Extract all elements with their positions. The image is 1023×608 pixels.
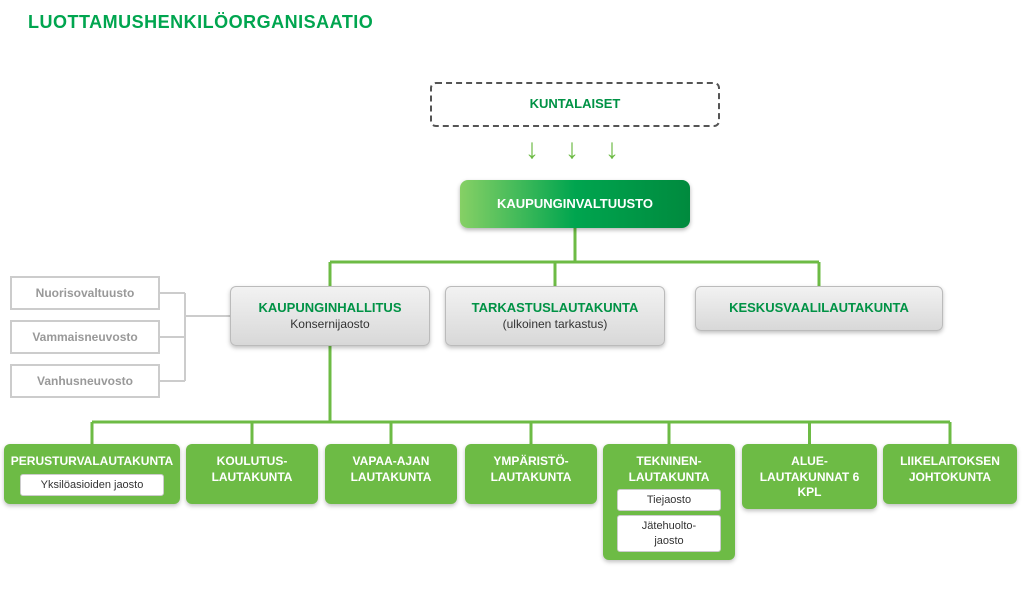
bottom-box: YMPÄRISTÖ-LAUTAKUNTA [465, 444, 597, 504]
vaali-title: KESKUSVAALILAUTAKUNTA [729, 300, 909, 317]
tarkastus-sub: (ulkoinen tarkastus) [503, 317, 608, 333]
side-box-nuorisovaltuusto: Nuorisovaltuusto [10, 276, 160, 310]
kuntalaiset-label: KUNTALAISET [530, 96, 621, 113]
bottom-box-line: LAUTAKUNTA [212, 470, 293, 486]
page-title: LUOTTAMUSHENKILÖORGANISAATIO [28, 12, 373, 33]
node-hallitus: KAUPUNGINHALLITUS Konsernijaosto [230, 286, 430, 346]
side-label: Vammaisneuvosto [32, 330, 137, 344]
node-kuntalaiset: KUNTALAISET [430, 82, 720, 127]
bottom-sub: Jätehuolto- jaosto [617, 515, 721, 552]
arrow-down-icon: ↓ [525, 133, 539, 165]
side-label: Nuorisovaltuusto [36, 286, 135, 300]
bottom-box-line: YMPÄRISTÖ- [493, 454, 568, 470]
bottom-box: LIIKELAITOKSENJOHTOKUNTA [883, 444, 1017, 504]
bottom-box-line: PERUSTURVALAUTAKUNTA [11, 454, 173, 470]
bottom-box-line: TEKNINEN- [636, 454, 701, 470]
side-box-vammaisneuvosto: Vammaisneuvosto [10, 320, 160, 354]
node-vaali: KESKUSVAALILAUTAKUNTA [695, 286, 943, 331]
side-label: Vanhusneuvosto [37, 374, 133, 388]
bottom-box: ALUE-LAUTAKUNNAT 6 KPL [742, 444, 877, 509]
bottom-box-line: JOHTOKUNTA [909, 470, 991, 486]
bottom-box-line: LAUTAKUNTA [491, 470, 572, 486]
bottom-box: KOULUTUS-LAUTAKUNTA [186, 444, 318, 504]
bottom-box-line: LAUTAKUNTA [629, 470, 710, 486]
bottom-box-line: KOULUTUS- [217, 454, 288, 470]
bottom-box-line: ALUE- [791, 454, 828, 470]
arrow-down-icon: ↓ [605, 133, 619, 165]
side-box-vanhusneuvosto: Vanhusneuvosto [10, 364, 160, 398]
hallitus-title: KAUPUNGINHALLITUS [259, 300, 402, 317]
bottom-box-line: LAUTAKUNTA [351, 470, 432, 486]
bottom-box: TEKNINEN-LAUTAKUNTA Tiejaosto Jätehuolto- … [603, 444, 735, 560]
hallitus-sub: Konsernijaosto [290, 317, 369, 333]
bottom-box: PERUSTURVALAUTAKUNTA Yksilöasioiden jaost… [4, 444, 180, 504]
node-tarkastus: TARKASTUSLAUTAKUNTA (ulkoinen tarkastus) [445, 286, 665, 346]
tarkastus-title: TARKASTUSLAUTAKUNTA [472, 300, 639, 317]
bottom-sub: Yksilöasioiden jaosto [20, 474, 164, 496]
valtuusto-label: KAUPUNGINVALTUUSTO [497, 196, 653, 213]
arrow-down-icon: ↓ [565, 133, 579, 165]
node-valtuusto: KAUPUNGINVALTUUSTO [460, 180, 690, 228]
bottom-box-line: VAPAA-AJAN [353, 454, 430, 470]
bottom-box-line: LIIKELAITOKSEN [900, 454, 1000, 470]
bottom-sub: Tiejaosto [617, 489, 721, 511]
bottom-box: VAPAA-AJANLAUTAKUNTA [325, 444, 457, 504]
bottom-box-line: LAUTAKUNNAT 6 KPL [750, 470, 869, 501]
